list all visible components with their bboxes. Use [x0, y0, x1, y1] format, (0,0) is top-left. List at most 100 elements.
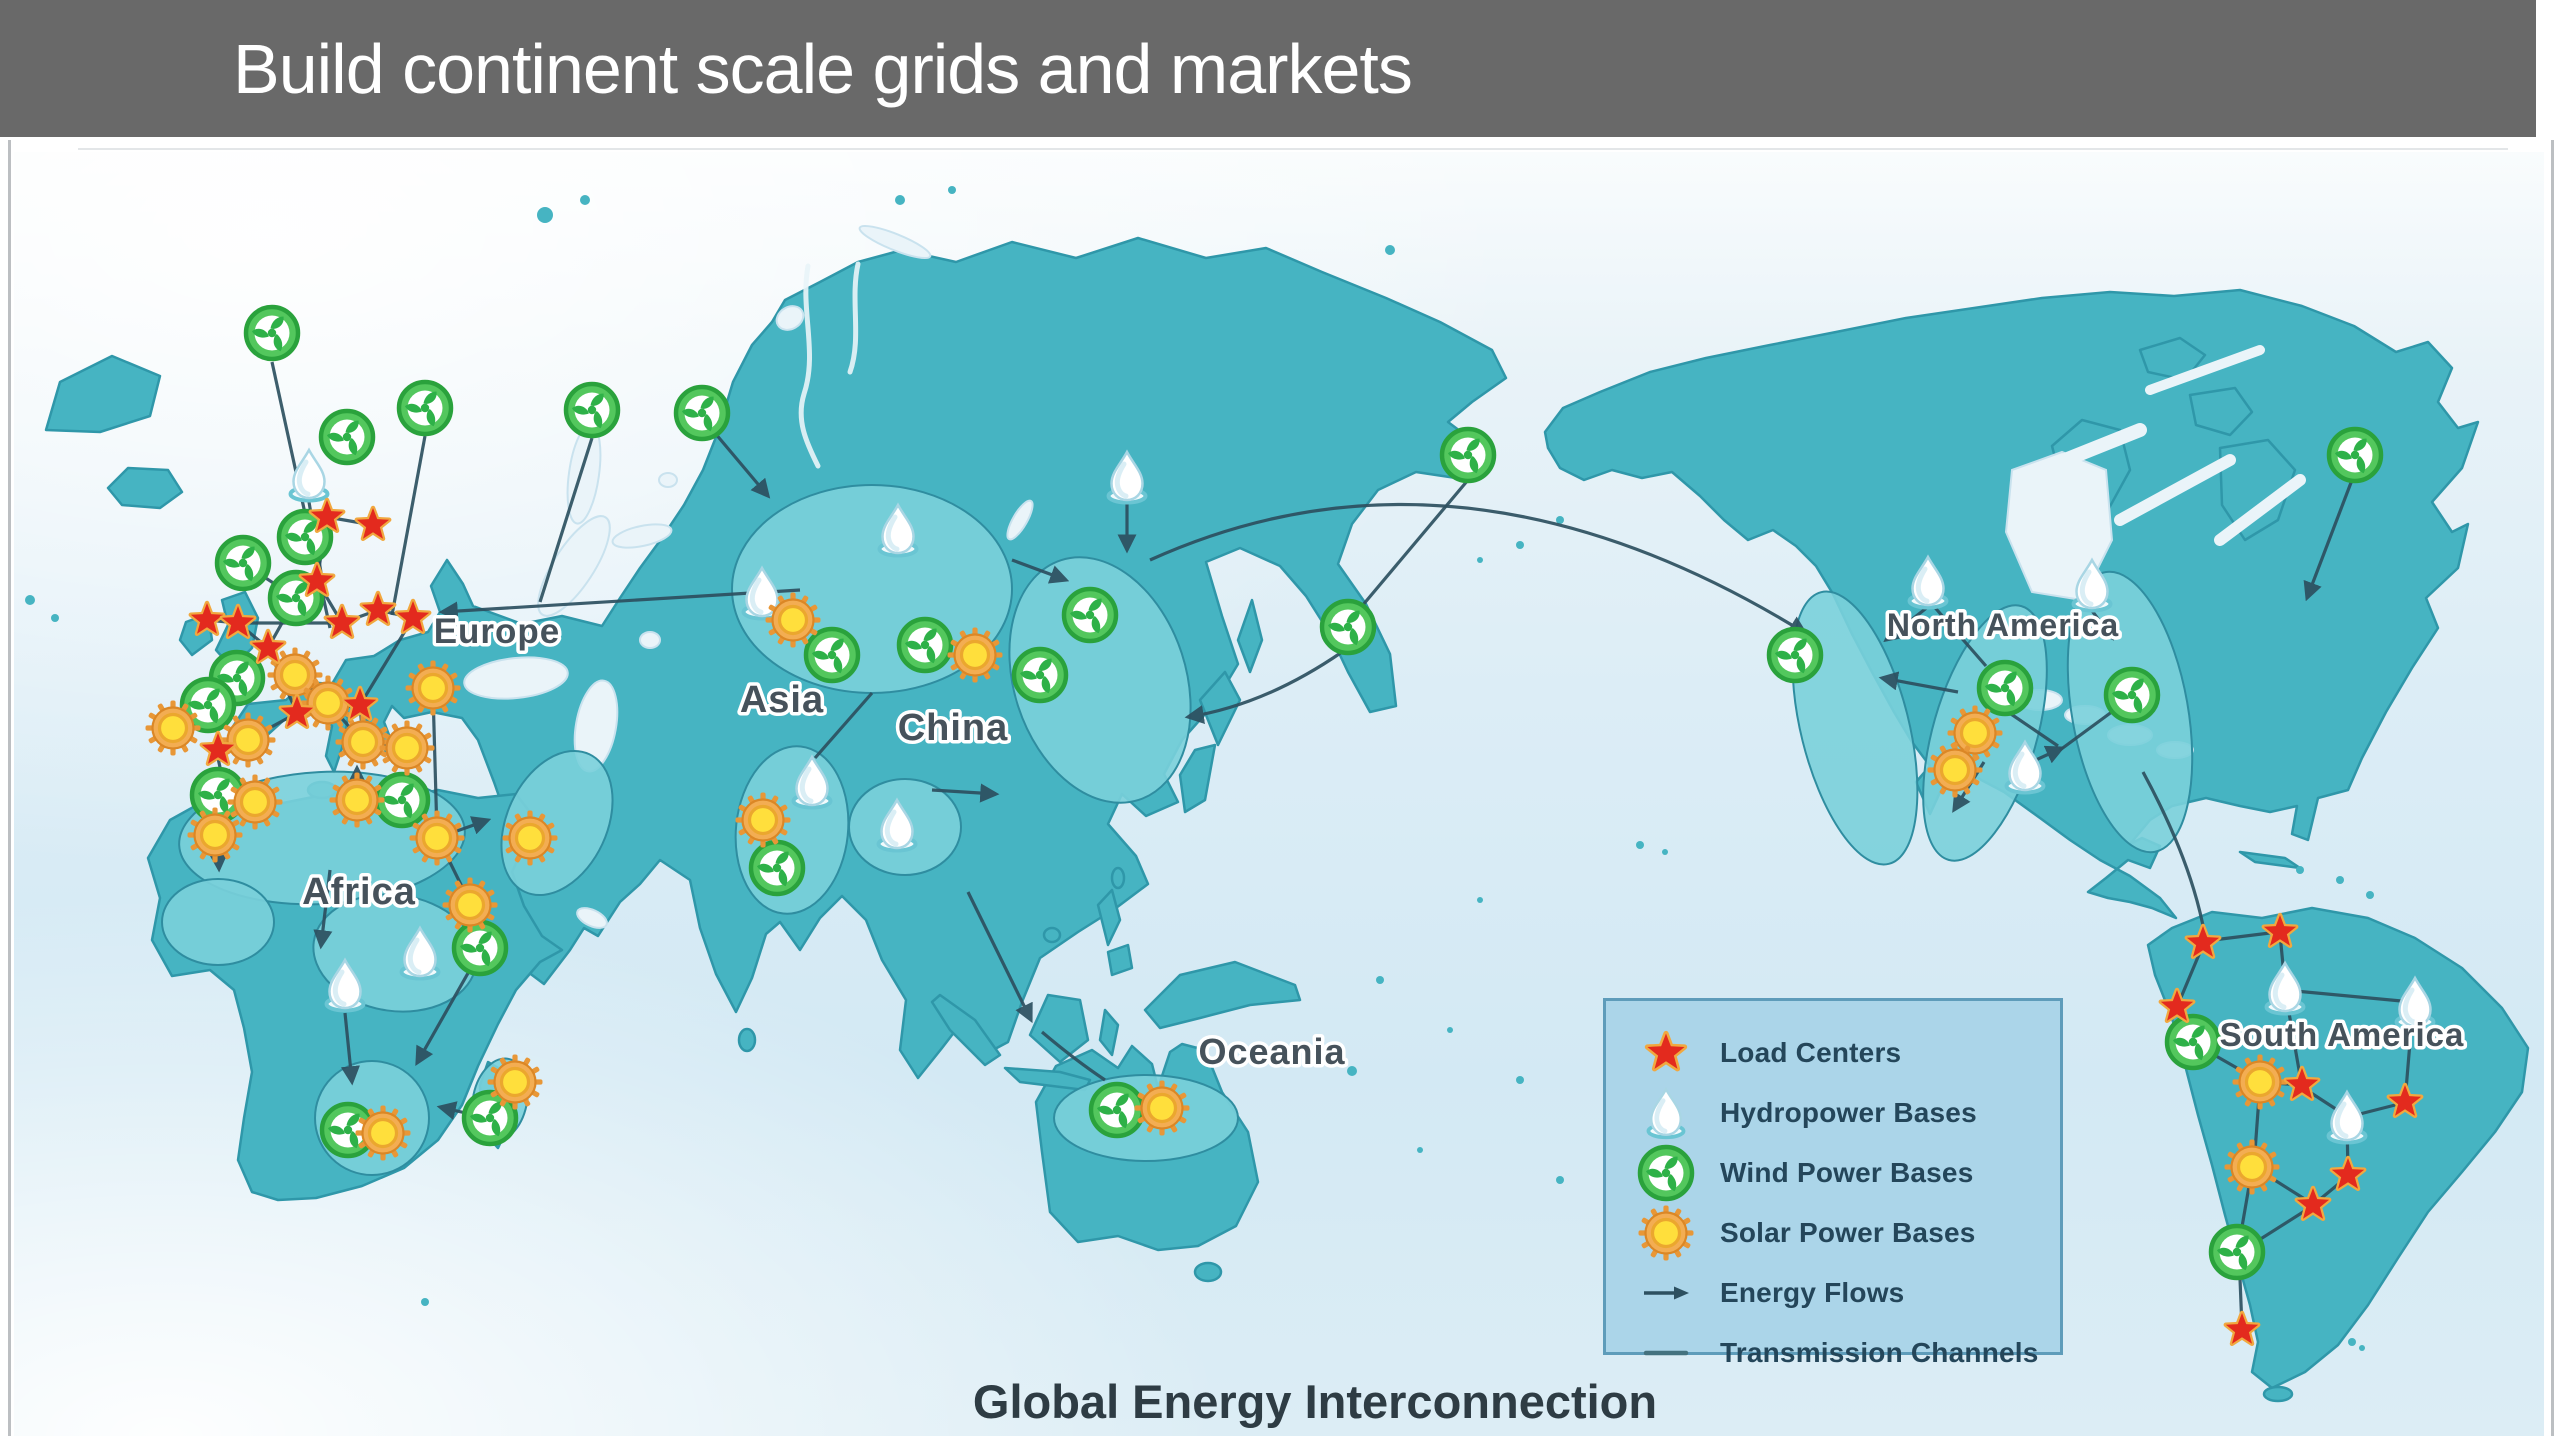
- white-sea: [775, 305, 805, 331]
- energy-flow-arrow: [2088, 607, 2115, 641]
- region-label-north-america: North America: [1887, 607, 2119, 643]
- island-taiwan: [1110, 866, 1126, 890]
- hydropower-icon: [1622, 1083, 1710, 1143]
- load-center-icon: [394, 598, 432, 634]
- wind-power-icon: [214, 534, 272, 592]
- solar-power-icon: [735, 792, 791, 848]
- wind-power-icon: [1766, 626, 1824, 684]
- island-greenland-tip: [44, 354, 162, 434]
- wind-power-icon: [2164, 1013, 2222, 1071]
- persian-gulf: [576, 907, 608, 929]
- energy-flow-arrow: [1149, 502, 1808, 635]
- wind-power-icon: [1319, 598, 1377, 656]
- island-sri-lanka: [737, 1027, 757, 1053]
- load-center-icon: [1644, 1030, 1688, 1072]
- legend-item-label: Wind Power Bases: [1720, 1157, 1974, 1188]
- solar-power-icon: [379, 720, 435, 776]
- load-center-icon: [2223, 1310, 2261, 1346]
- energy-flow-arrow: [438, 588, 801, 621]
- energy-flow-arrow: [1011, 558, 1070, 584]
- energy-flow-icon: [1644, 1286, 1689, 1300]
- solar-power-icon: [409, 810, 465, 866]
- island-japan-honshu: [1178, 743, 1217, 814]
- wind-power-icon: [1439, 426, 1497, 484]
- solar-power-icon: [187, 807, 243, 863]
- map-top-border: [78, 148, 2508, 150]
- island-philippines-south: [1106, 943, 1134, 977]
- load-center-icon: [2283, 1065, 2321, 1101]
- aral-sea: [639, 631, 661, 649]
- solar-icon: [1622, 1203, 1710, 1263]
- map-legend: Load Centers Hydropower Bases Wind Power B…: [1603, 998, 2063, 1368]
- solar-power-icon: [227, 774, 283, 830]
- solar-power-icon: [329, 772, 385, 828]
- solar-power-icon: [2224, 1139, 2280, 1195]
- map-caption: Global Energy Interconnection: [972, 1375, 1658, 1428]
- legend-item-label: Energy Flows: [1720, 1277, 1905, 1308]
- region-label-south-america: South America: [2220, 1016, 2465, 1053]
- solar-power-icon: [220, 712, 276, 768]
- wind-power-icon: [373, 771, 431, 829]
- island-hainan: [1042, 926, 1062, 944]
- solar-power-icon: [1638, 1205, 1694, 1261]
- load-center-icon: [278, 693, 316, 729]
- hydropower-icon: [1646, 1086, 1686, 1140]
- black-sea: [463, 656, 569, 700]
- solar-power-icon: [2232, 1054, 2288, 1110]
- hydropower-icon: [399, 925, 441, 981]
- solar-power-icon: [267, 647, 323, 703]
- wind-power-icon: [1637, 1144, 1695, 1202]
- hydropower-icon: [876, 797, 918, 853]
- wind-power-icon: [179, 676, 237, 734]
- energy-flow-arrow: [1878, 671, 1959, 694]
- transmission-icon: [1622, 1323, 1710, 1383]
- load-center-icon: [188, 600, 226, 636]
- transmission-line: [2007, 710, 2059, 748]
- hydropower-icon: [2394, 975, 2436, 1031]
- energy-flow-arrow: [2303, 479, 2354, 602]
- transmission-line: [2284, 988, 2413, 1004]
- wind-power-icon: [243, 304, 301, 362]
- hydropower-icon: [1106, 449, 1148, 505]
- load-center-icon: [341, 685, 379, 721]
- wind-power-icon: [2103, 666, 2161, 724]
- hydropower-icon: [2004, 739, 2046, 795]
- island-arctic-3: [2188, 386, 2254, 437]
- region-label-china: China: [898, 707, 1009, 749]
- hydropower-icon: [791, 754, 833, 810]
- wind-power-icon: [803, 626, 861, 684]
- transmission-line: [2141, 771, 2207, 937]
- legend-item-wind: Wind Power Bases: [1622, 1143, 2054, 1203]
- slide-title: Build continent scale grids and markets: [233, 30, 1413, 108]
- resource-zone: [1791, 590, 1919, 866]
- load-center-icon: [2261, 912, 2299, 948]
- island-sakhalin: [1236, 598, 1264, 674]
- hydropower-icon: [324, 957, 366, 1013]
- island-arctic-2: [2138, 336, 2207, 382]
- energy-flow-arrow: [313, 869, 333, 950]
- legend-item-load-center: Load Centers: [1622, 1023, 2054, 1083]
- load-center-icon: [2184, 923, 2222, 959]
- solar-power-icon: [355, 1105, 411, 1161]
- lake-baikal: [1006, 499, 1034, 541]
- gulf-of-finland: [611, 523, 673, 549]
- island-tierra-del-fuego: [2262, 1385, 2294, 1403]
- solar-power-icon: [145, 700, 201, 756]
- transmission-line: [1929, 601, 1988, 668]
- solar-power-icon: [405, 660, 461, 716]
- island-philippines: [1096, 888, 1122, 947]
- island-tasmania: [1193, 1261, 1223, 1283]
- hydropower-icon: [2264, 960, 2306, 1016]
- hydropower-icon: [2071, 557, 2113, 613]
- load-center-icon: [323, 603, 361, 639]
- energy-flow-arrow: [1184, 650, 1343, 725]
- legend-item-hydropower: Hydropower Bases: [1622, 1083, 2054, 1143]
- legend-item-label: Load Centers: [1720, 1037, 1902, 1068]
- transmission-line: [813, 691, 874, 760]
- hydropower-icon: [877, 502, 919, 558]
- baltic-sea: [537, 515, 611, 617]
- region-label-asia: Asia: [740, 679, 824, 721]
- wind-power-icon: [1011, 646, 1069, 704]
